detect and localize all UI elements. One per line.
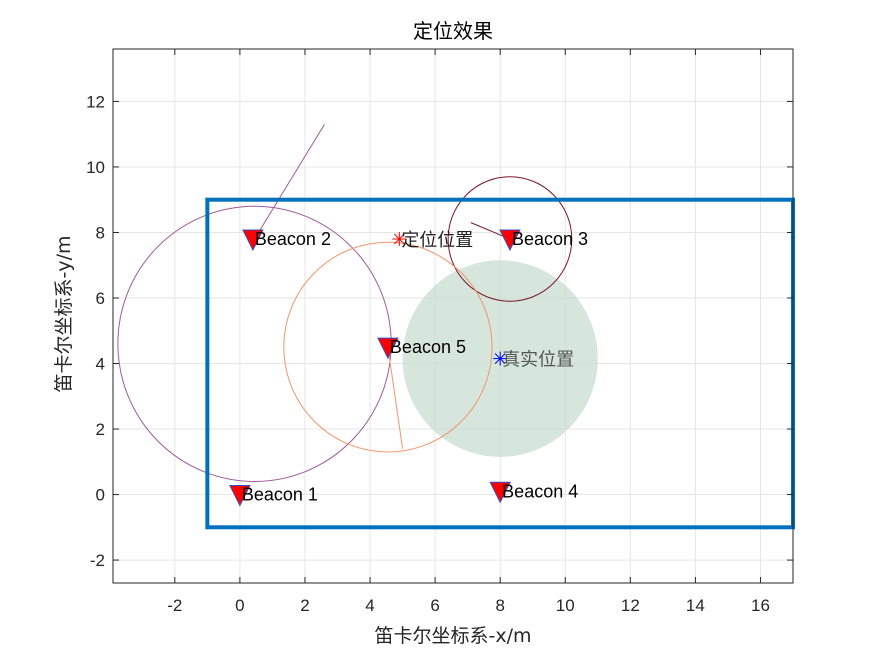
estimated-position-marker: [392, 232, 407, 247]
x-tick-label: 4: [365, 596, 374, 615]
x-tick-label: 14: [686, 596, 705, 615]
x-tick-label: 16: [751, 596, 770, 615]
beacon-label: Beacon 5: [390, 337, 466, 357]
beacon-label: Beacon 4: [502, 481, 578, 501]
true-position-label: 真实位置: [502, 350, 574, 371]
x-tick-label: 8: [495, 596, 504, 615]
beacon-marker: [489, 481, 511, 504]
y-tick-label: -2: [90, 551, 105, 570]
beacon-label: Beacon 1: [242, 485, 318, 505]
true-position-marker: [493, 351, 508, 366]
x-tick-label: 10: [556, 596, 575, 615]
beacon-label: Beacon 2: [255, 229, 331, 249]
y-axis-label: 笛卡尔坐标系-y/m: [53, 235, 75, 392]
y-tick-label: 12: [86, 92, 105, 111]
y-tick-label: 2: [96, 420, 105, 439]
axes-box: [112, 48, 794, 584]
beacon-marker: [499, 229, 521, 252]
estimated-position-label: 定位位置: [401, 230, 473, 251]
y-tick-label: 4: [96, 355, 105, 374]
y-tick-label: 6: [96, 289, 105, 308]
plot-area: [117, 124, 598, 482]
x-tick-label: 6: [430, 596, 439, 615]
chart-title: 定位效果: [413, 19, 493, 43]
x-tick-label: 12: [621, 596, 640, 615]
beacon-label: Beacon 3: [512, 229, 588, 249]
y-tick-label: 0: [96, 486, 105, 505]
range-radius-line: [254, 124, 325, 240]
plot-data: Beacon 1 Beacon 2 Beacon 3 Beacon 4 Beacon 5…: [117, 124, 795, 530]
beacon-range-circle: [283, 241, 493, 453]
range-radius-line: [387, 347, 404, 449]
x-tick-label: 2: [300, 596, 309, 615]
x-tick-label: -2: [167, 596, 182, 615]
y-tick-label: 10: [86, 158, 105, 177]
beacon-marker: [242, 229, 264, 252]
y-tick-label: 8: [96, 223, 105, 242]
x-axis-label: 笛卡尔坐标系-x/m: [374, 625, 531, 647]
tick-labels: -2 0 2 4 6 8 10 12 14 16 -2 0 2 4 6 8 10 12: [86, 49, 793, 615]
beacon-range-circle: [447, 176, 573, 302]
beacon-marker: [229, 485, 251, 507]
x-tick-label: 0: [235, 596, 244, 615]
beacon-marker: [377, 337, 399, 360]
